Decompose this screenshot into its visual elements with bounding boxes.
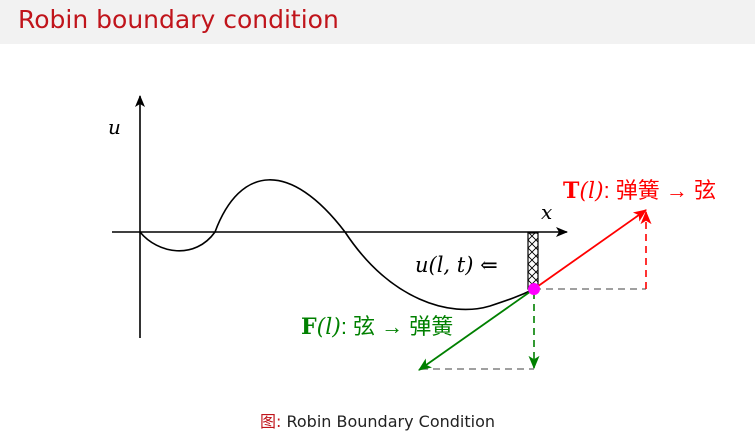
string-curve: [139, 179, 535, 311]
tension-label: T(l): 弹簧 → 弦: [563, 178, 716, 204]
spring-support: [527, 232, 539, 290]
caption-label: 图:: [260, 412, 282, 431]
tension-arg: (l): [579, 179, 603, 204]
figure-caption: 图: Robin Boundary Condition: [0, 408, 755, 432]
force-arg: (l): [317, 315, 341, 340]
contact-point: [528, 283, 540, 295]
tension-arrow: [533, 209, 647, 290]
page-title: Robin boundary condition: [18, 5, 339, 34]
force-label: F(l): 弦 → 弹簧: [301, 314, 453, 340]
tension-text: : 弹簧 → 弦: [604, 178, 716, 203]
title-bar: Robin boundary condition: [0, 0, 755, 44]
force-symbol: F: [301, 314, 317, 340]
force-arrow: [418, 288, 535, 371]
tension-symbol: T: [563, 178, 580, 204]
displacement-label: u(l, t) ⇐: [415, 253, 498, 277]
x-axis-label: x: [541, 200, 552, 224]
force-text: : 弦 → 弹簧: [341, 314, 453, 339]
caption-text: Robin Boundary Condition: [281, 412, 495, 431]
u-axis-label: u: [108, 115, 121, 139]
